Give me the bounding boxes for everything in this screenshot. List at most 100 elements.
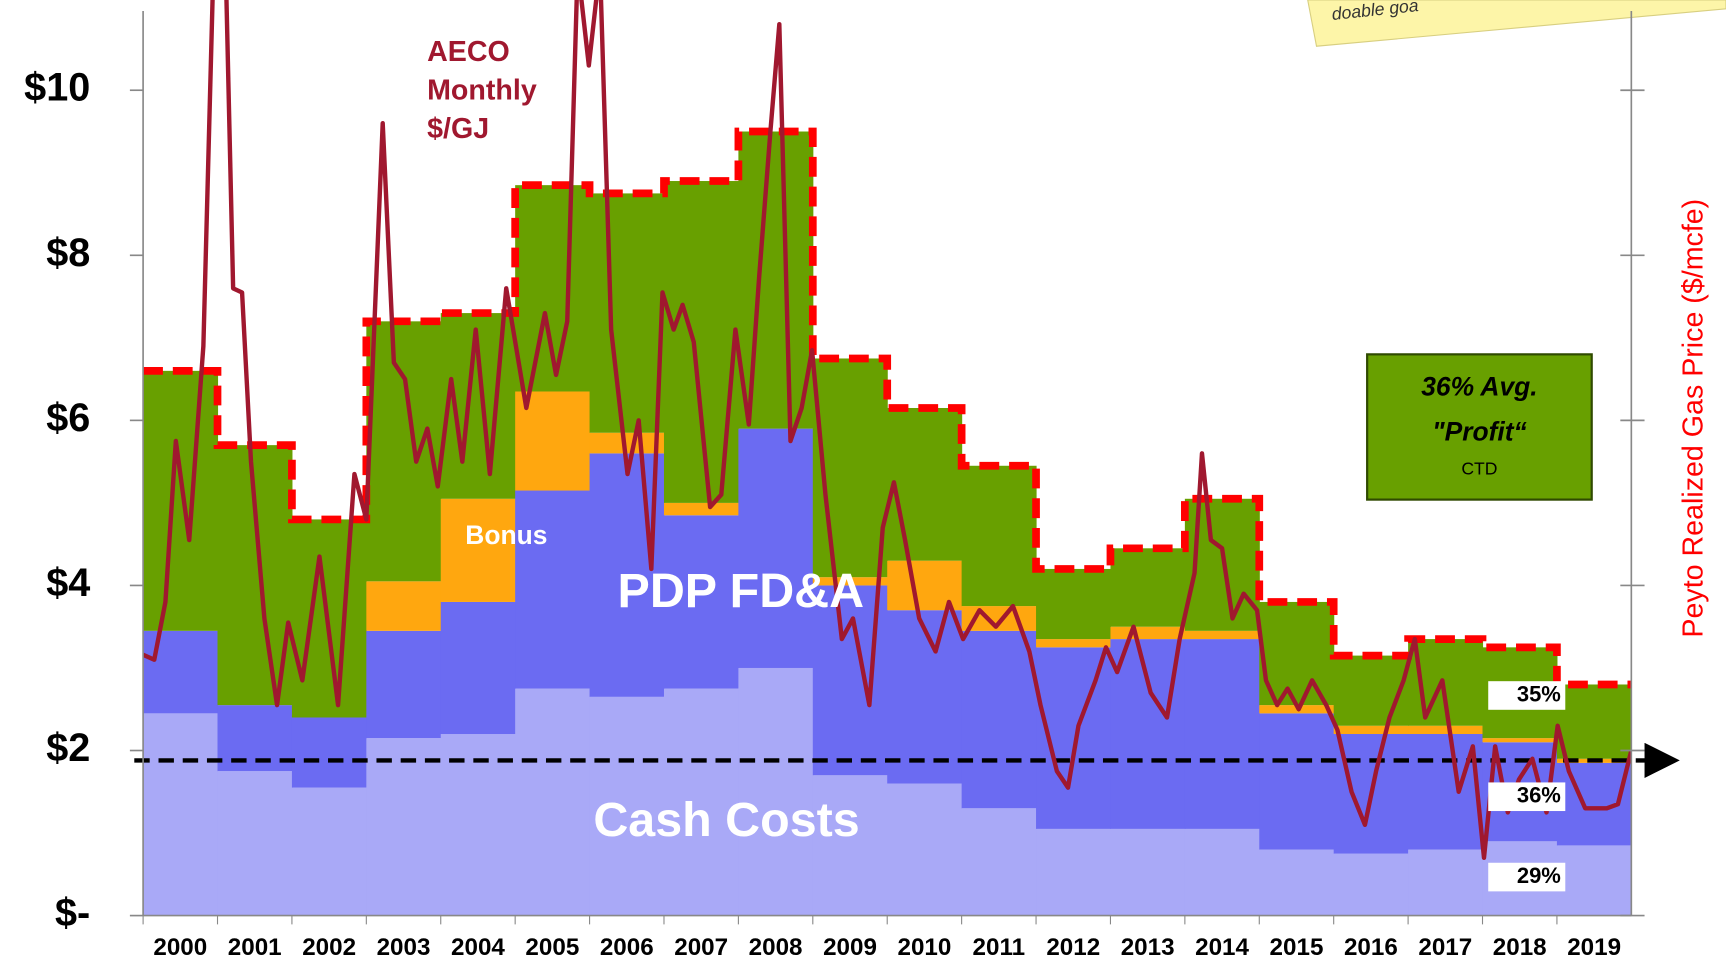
profit-box: [1366, 353, 1593, 501]
area-step: [812, 358, 888, 578]
area-step: [812, 775, 888, 916]
x-tick-label: 2009: [823, 934, 877, 961]
x-tick-label: 2005: [525, 934, 579, 961]
area-step: [1036, 568, 1112, 640]
plot-area: [143, 127, 1632, 916]
area-step: [589, 696, 665, 916]
area-step: [812, 577, 888, 586]
area-step: [1110, 548, 1186, 627]
area-step: [1110, 828, 1186, 916]
area-step: [366, 630, 442, 739]
area-step: [143, 630, 219, 714]
area-step: [589, 453, 665, 697]
x-tick-label: 2003: [377, 934, 431, 961]
x-tick-label: 2000: [153, 934, 207, 961]
aeco-line: [143, 0, 1632, 861]
sticky-note: [1307, 0, 1726, 47]
area-step: [366, 581, 442, 631]
area-step: [589, 432, 665, 454]
area-step: [589, 193, 665, 433]
x-tick-label: 2010: [897, 934, 951, 961]
area-step: [1556, 845, 1632, 916]
annotation: 35%: [1517, 681, 1561, 706]
area-step: [1556, 762, 1632, 846]
area-step: [291, 717, 367, 788]
x-tick-label: 2017: [1418, 934, 1472, 961]
area-step: [1333, 725, 1409, 735]
x-tick-label: 2018: [1493, 934, 1547, 961]
area-step: [1408, 849, 1484, 916]
area-step: [961, 630, 1037, 809]
x-tick-label: 2007: [674, 934, 728, 961]
area-step: [887, 783, 963, 916]
area-step: [1556, 684, 1632, 759]
annotation-box: [1488, 681, 1566, 710]
area-step: [291, 787, 367, 916]
x-tick-label: 2013: [1121, 934, 1175, 961]
line-group: [143, 0, 1632, 861]
area-step: [440, 734, 516, 916]
x-tick-label: 2014: [1195, 934, 1249, 961]
y-tick-label: $10: [24, 66, 90, 110]
y-tick-label: $-: [55, 891, 90, 935]
area-step: [663, 181, 739, 503]
y-tick-label: $8: [46, 231, 90, 275]
area-step: [1482, 738, 1558, 743]
y-tick-label: $2: [46, 726, 90, 770]
area-step: [1333, 853, 1409, 916]
y2-axis-label: Peyto Realized Gas Price ($/mcfe): [1678, 199, 1710, 638]
annotation-box: [1488, 862, 1566, 892]
x-tick-label: 2011: [973, 934, 1026, 961]
x-tick-label: 2004: [451, 934, 505, 961]
area-step: [440, 498, 516, 602]
area-step: [217, 771, 293, 916]
x-tick-label: 2001: [228, 934, 282, 961]
annotation-box: [1488, 782, 1566, 812]
y-tick-label: $4: [46, 561, 90, 605]
area-step: [1259, 713, 1335, 850]
area-step: [143, 370, 219, 631]
area-step: [887, 610, 963, 784]
x-tick-label: 2012: [1046, 934, 1100, 961]
series-label: Bonus: [465, 520, 547, 550]
area-step: [515, 490, 591, 689]
area-step: [961, 465, 1037, 607]
area-step: [663, 502, 739, 516]
area-step: [887, 407, 963, 561]
area-step: [663, 688, 739, 916]
area-step: [1184, 828, 1260, 916]
series-label: PDP FD&A: [618, 564, 865, 618]
area-step: [1184, 630, 1260, 640]
area-step: [1333, 655, 1409, 726]
x-tick-label: 2006: [600, 934, 654, 961]
annotation: 36%: [1517, 783, 1561, 808]
area-step: [961, 808, 1037, 916]
series-label: Cash Costs: [593, 793, 859, 847]
annotation: 29%: [1517, 863, 1561, 888]
x-tick-label: 2008: [749, 934, 803, 961]
profit-box-text: "Profit“: [1432, 417, 1527, 447]
area-step: [515, 688, 591, 916]
area-step: [1184, 639, 1260, 829]
x-tick-label: 2002: [302, 934, 356, 961]
price-outline: [143, 127, 1632, 689]
area-step: [1036, 639, 1112, 648]
area-step: [663, 515, 739, 689]
area-step: [143, 713, 219, 916]
area-step: [1110, 626, 1186, 640]
y-tick-label: $6: [46, 396, 90, 440]
area-step: [738, 667, 814, 916]
x-tick-label: 2016: [1344, 934, 1398, 961]
area-step: [1408, 725, 1484, 735]
area-step: [440, 601, 516, 735]
profit-box-text: CTD: [1461, 459, 1497, 479]
area-step: [1036, 828, 1112, 916]
x-tick-label: 2015: [1270, 934, 1324, 961]
line-label: AECO Monthly $/GJ: [427, 35, 537, 144]
area-step: [738, 428, 814, 668]
area-step: [366, 738, 442, 916]
area-step: [1259, 849, 1335, 916]
x-tick-label: 2019: [1567, 934, 1621, 961]
